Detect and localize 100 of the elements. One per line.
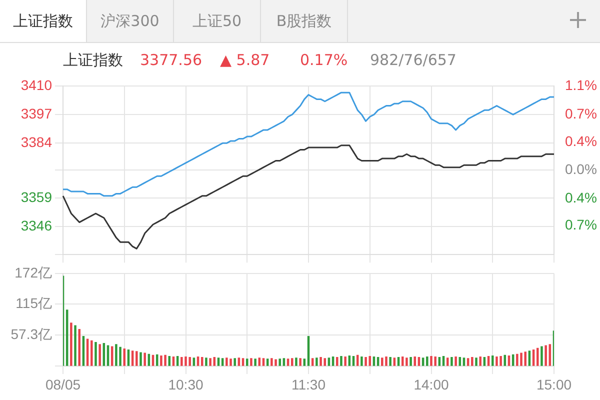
bar [332,356,334,366]
bar [438,357,441,366]
x-tick-label: 11:30 [292,376,326,392]
bar [250,358,252,366]
bar [524,352,526,366]
bar [311,358,314,366]
bar [295,358,298,366]
bar [213,357,216,366]
y-tick-label: 3384 [20,134,52,150]
bar [209,358,212,366]
bar [192,358,196,366]
bar [78,329,80,366]
bar [500,356,502,366]
bar [360,356,363,366]
bar [270,358,273,366]
bar [119,346,122,366]
bar [442,356,445,366]
text: 982/76/657 [370,50,456,69]
bar [94,342,97,366]
bar [278,358,281,366]
y-tick-label: 3397 [20,105,52,122]
y2-tick-label: 0.0% [565,161,597,178]
text: 3377.56 [140,50,202,69]
bar [262,358,265,366]
bar [274,359,277,366]
text: 0.17% [300,50,348,69]
bar [136,351,138,366]
bar [520,352,522,366]
bar [540,346,543,366]
text: 上证50 [174,0,261,42]
bar [381,358,384,366]
bar [352,356,355,366]
bar [205,358,208,366]
bar [324,358,326,366]
y-tick-label: 3359 [20,188,52,205]
bar [217,358,220,366]
x-tick-label: 15:00 [536,376,572,392]
bar [90,340,93,366]
bar [344,356,346,366]
bar [188,357,191,366]
bar [496,356,498,366]
text: 上证指数 [0,0,87,42]
bar [144,352,146,366]
bar [430,356,432,366]
bar [544,345,547,366]
bar [340,356,342,366]
bar [466,358,470,366]
bar [168,356,171,366]
bar [230,358,232,366]
bar [74,325,76,366]
bar [242,358,244,366]
bar [393,358,396,366]
bar [450,357,453,366]
bar [140,352,142,366]
bar [291,358,294,366]
bar [115,344,118,366]
bar [266,358,269,366]
bar [536,348,539,366]
bar [127,350,130,366]
x-tick-label: 14:00 [414,376,449,392]
bar [475,358,478,366]
bar [516,354,518,366]
bar [328,358,330,366]
bar [123,348,126,366]
bar [422,358,424,366]
y2-tick-label: 0.7% [565,216,597,233]
bar [238,358,240,366]
bar [364,357,367,366]
bar [221,358,224,366]
chart-title: 上证指数 [63,50,123,69]
bar [454,356,457,366]
bar [226,358,228,366]
bar [434,356,436,366]
bar [385,356,388,366]
bar [418,357,420,366]
bar [389,357,392,366]
bar [336,357,338,366]
bar [410,357,412,366]
text: ▲ 5.87 [220,50,270,69]
bar [479,356,482,366]
bar [528,350,531,366]
bar [316,358,318,366]
text: 沪深300 [87,0,174,42]
y2-tick-label: 1.1% [565,76,597,93]
y-tick-label: 172亿 [14,264,52,280]
bar [446,358,449,366]
bar [426,356,428,366]
bar [196,356,200,366]
bar [246,358,248,366]
y-tick-label: 57.3亿 [10,326,52,342]
bar [200,357,204,366]
y2-tick-label: 0.4% [565,189,597,206]
bar [106,345,110,366]
bar [491,355,494,366]
bar [462,358,466,366]
bar [376,357,380,366]
bar [299,358,302,366]
bar [483,357,486,366]
bar [254,358,256,366]
bar [180,357,183,366]
